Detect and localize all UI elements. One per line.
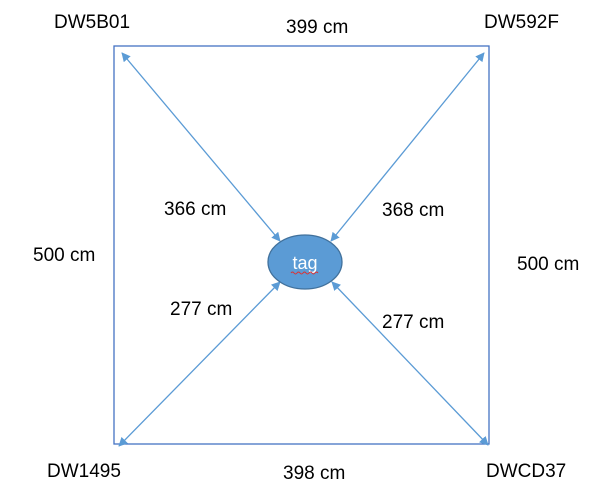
distance-line-top-right [330,52,485,242]
side-label-left: 500 cm [33,245,95,266]
side-label-bottom: 398 cm [283,463,345,484]
side-label-right: 500 cm [517,254,579,275]
distance-line-bottom-right [331,281,489,446]
distance-label-bottom-left: 277 cm [170,299,232,320]
anchor-label-bottom-right: DWCD37 [486,461,566,482]
distance-label-top-right: 368 cm [382,200,444,221]
anchor-label-top-right: DW592F [484,12,559,33]
spellcheck-underline [290,271,319,275]
tag-node [267,234,343,290]
distance-line-bottom-left [118,281,281,447]
anchor-label-top-left: DW5B01 [54,12,130,33]
distance-label-top-left: 366 cm [164,199,226,220]
distance-label-bottom-right: 277 cm [382,312,444,333]
side-label-top: 399 cm [286,17,348,38]
anchor-label-bottom-left: DW1495 [47,461,121,482]
tag-label: tag [292,253,317,273]
distance-line-top-left [121,52,281,242]
room-frame [113,45,490,445]
